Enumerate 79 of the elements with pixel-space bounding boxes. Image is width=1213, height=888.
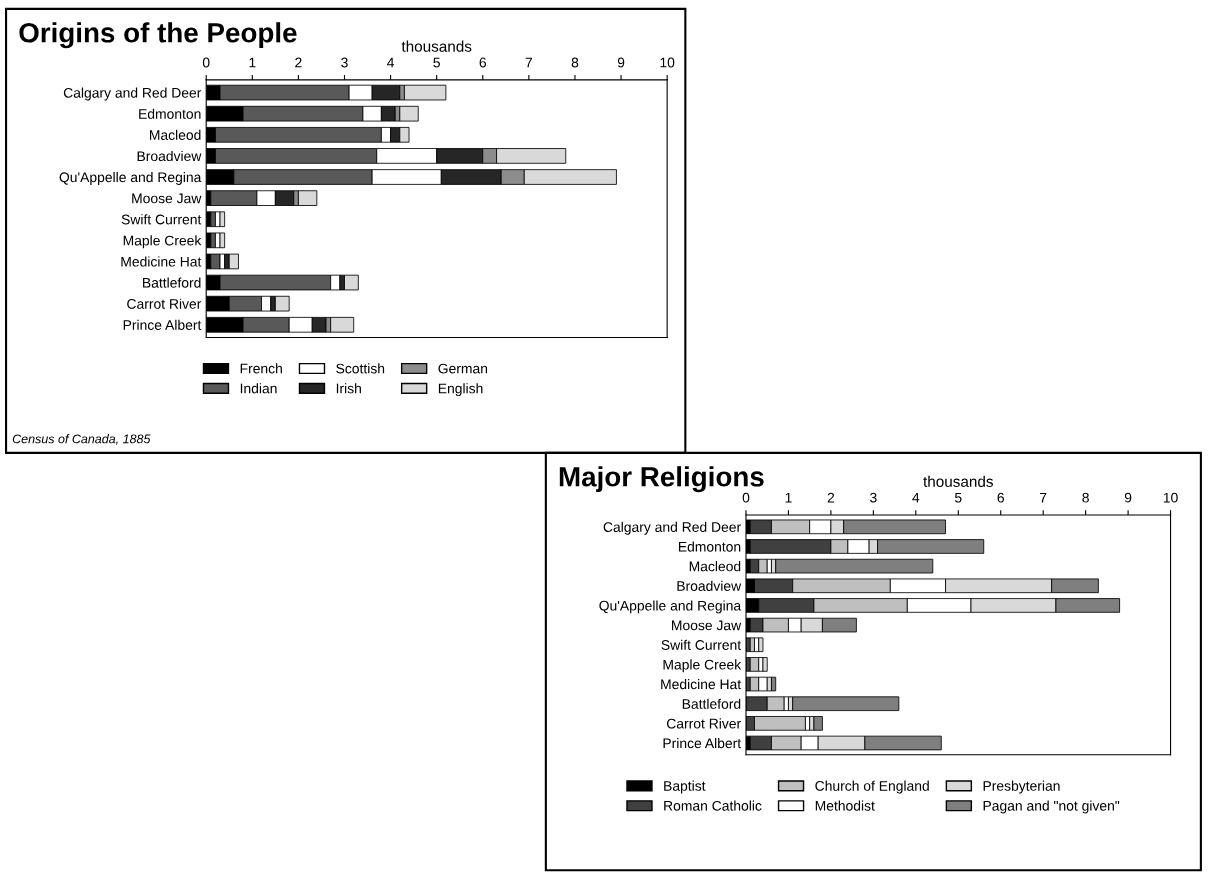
bar	[219, 232, 226, 249]
bar	[813, 716, 823, 731]
y-tick-label: Medicine Hat	[121, 256, 202, 267]
y-tick-label: Moose Jaw	[672, 620, 742, 631]
x-tick-label: 6	[479, 57, 487, 68]
legend-label: Church of England	[815, 780, 929, 794]
y-tick-label: Battleford	[682, 698, 741, 709]
legend-label: Pagan and "not given"	[983, 800, 1120, 814]
x-tick-label: 3	[870, 492, 877, 503]
y-tick-label: Medicine Hat	[661, 679, 742, 690]
x-tick-label: 7	[1040, 492, 1047, 503]
legend-label: French	[240, 363, 282, 374]
bar	[210, 253, 221, 270]
chart-title: Major Religions	[559, 466, 764, 493]
x-tick-label: 10	[1163, 492, 1178, 503]
x-axis-title: thousands	[923, 475, 993, 487]
legend-label: German	[438, 363, 488, 374]
y-tick-label: Broadview	[677, 580, 742, 591]
y-tick-label: Swift Current	[661, 639, 742, 650]
x-tick-label: 2	[827, 492, 835, 503]
x-tick-label: 5	[954, 492, 962, 503]
legend-label: Presbyterian	[983, 780, 1060, 794]
y-tick-label: Carrot River	[666, 718, 741, 729]
x-tick-label: 0	[742, 492, 750, 503]
y-tick-label: Broadview	[137, 150, 202, 162]
x-tick-label: 6	[997, 492, 1004, 503]
x-tick-label: 0	[202, 57, 210, 68]
y-tick-label: Macleod	[689, 561, 741, 572]
x-tick-label: 1	[785, 492, 792, 503]
x-tick-label: 9	[1124, 492, 1132, 503]
text: Census of Canada, 1885	[12, 434, 151, 445]
y-tick-label: Swift Current	[121, 214, 202, 225]
legend-label: English	[438, 383, 483, 397]
bar	[297, 190, 318, 206]
y-tick-label: Moose Jaw	[132, 193, 202, 204]
x-tick-label: 8	[571, 57, 579, 68]
y-tick-label: Edmonton	[678, 541, 741, 552]
bar	[210, 211, 216, 228]
x-tick-label: 3	[341, 57, 348, 68]
y-tick-label: Calgary and Red Deer	[63, 87, 202, 101]
x-tick-label: 7	[525, 57, 533, 68]
x-tick-label: 5	[433, 57, 440, 68]
y-tick-label: Qu'Appelle and Regina	[599, 600, 742, 614]
legend-label: Scottish	[336, 363, 385, 374]
x-tick-label: 1	[249, 57, 256, 68]
x-tick-label: 2	[295, 57, 302, 68]
bar	[228, 253, 239, 270]
y-tick-label: Qu'Appelle and Regina	[59, 171, 202, 185]
y-tick-label: Maple Creek	[123, 235, 202, 249]
bar	[210, 232, 216, 249]
bar	[762, 657, 768, 672]
bar	[792, 696, 900, 711]
legend-label: Irish	[336, 383, 361, 394]
x-tick-label: 8	[1082, 492, 1089, 503]
x-tick-label: 10	[660, 57, 675, 68]
y-tick-label: Macleod	[149, 129, 201, 140]
bar	[775, 558, 934, 574]
bar	[771, 676, 777, 692]
bar	[403, 84, 447, 101]
legend-label: Baptist	[664, 780, 706, 794]
bar	[219, 211, 226, 228]
legend-label: Indian	[240, 383, 277, 394]
x-tick-label: 9	[617, 57, 625, 68]
chart-title: Origins of the People	[19, 22, 297, 49]
x-tick-label: 4	[387, 57, 395, 68]
bar	[399, 105, 419, 122]
y-tick-label: Calgary and Red Deer	[603, 521, 741, 535]
y-tick-label: Maple Creek	[663, 659, 742, 673]
y-tick-label: Battleford	[143, 277, 201, 288]
x-axis-title: thousands	[401, 40, 472, 52]
y-tick-label: Carrot River	[127, 298, 202, 309]
bar	[274, 295, 290, 312]
legend-label: Methodist	[815, 800, 875, 811]
bar	[758, 637, 764, 653]
legend-label: Roman Catholic	[664, 800, 762, 811]
y-tick-label: Prince Albert	[123, 319, 202, 330]
x-tick-label: 4	[912, 492, 920, 503]
y-tick-label: Edmonton	[139, 108, 201, 119]
y-tick-label: Prince Albert	[663, 737, 742, 749]
